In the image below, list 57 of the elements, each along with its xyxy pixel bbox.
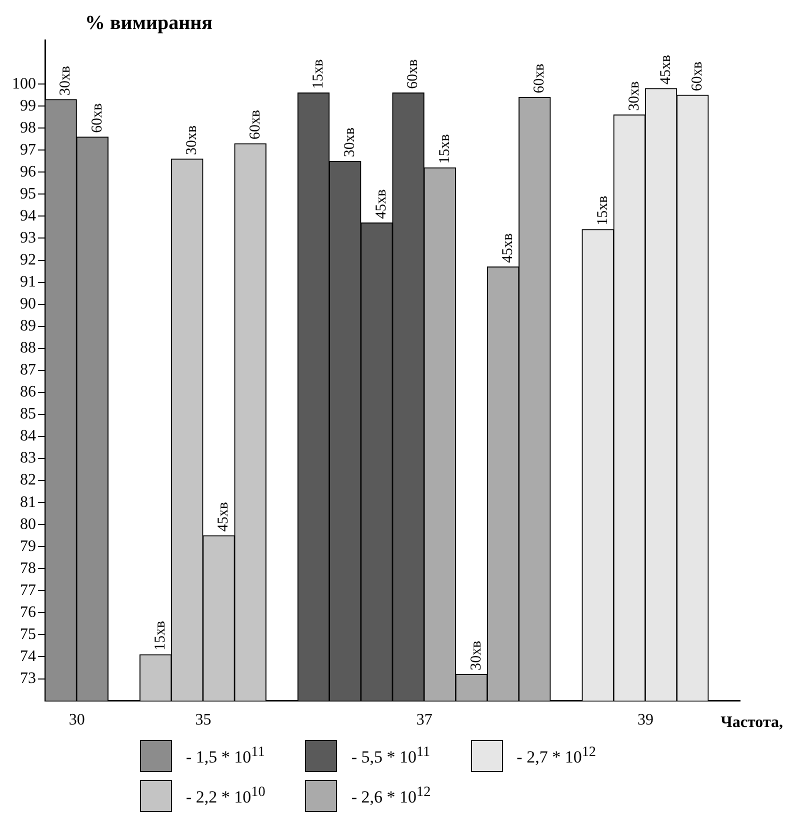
y-tick-label: 94 <box>20 207 36 224</box>
annotation: 30хв <box>342 128 358 158</box>
annotation: 30хв <box>184 125 200 155</box>
y-tick-label: 77 <box>20 582 36 599</box>
y-tick-label: 98 <box>20 119 36 136</box>
y-tick-label: 80 <box>20 516 36 533</box>
y-tick-label: 100 <box>12 75 36 92</box>
y-tick-label: 97 <box>20 141 36 158</box>
annotation: 15хв <box>436 134 453 164</box>
annotation: 15хв <box>152 620 169 651</box>
y-tick-label: 92 <box>20 251 36 268</box>
y-tick-label: 96 <box>20 163 36 180</box>
annotation: 15хв <box>594 196 611 226</box>
y-tick-label: 81 <box>20 494 36 511</box>
annotation: 45хв <box>500 233 516 263</box>
x-tick-label: 30 <box>68 712 85 729</box>
y-tick-label: 73 <box>20 670 36 687</box>
annotation: 30хв <box>58 66 74 96</box>
y-tick-label: 93 <box>20 229 36 246</box>
y-tick-label: 78 <box>20 560 36 577</box>
y-tick-label: 74 <box>20 648 36 665</box>
y-tick-label: 79 <box>20 538 36 555</box>
legend-label: - 5,5 * 10$^{11}$ <box>351 744 430 768</box>
annotation: 60хв <box>405 59 422 89</box>
x-tick-label: 39 <box>637 712 654 729</box>
y-tick-label: 87 <box>20 362 36 379</box>
legend-label: - 1,5 * 10$^{11}$ <box>186 744 265 768</box>
y-tick-label: 88 <box>20 340 36 357</box>
annotation: 45хв <box>216 502 232 532</box>
x-axis-title: Частота, <box>720 714 783 731</box>
legend-label: - 2,2 * 10$^{10}$ <box>186 784 266 808</box>
annotation: 30хв <box>468 640 484 670</box>
x-tick-label: 35 <box>195 712 212 729</box>
legend-label: - 2,7 * 10$^{12}$ <box>516 744 596 768</box>
y-tick-label: 85 <box>20 406 36 423</box>
y-axis-title: % вимирання <box>85 12 213 34</box>
y-tick-label: 86 <box>20 384 36 401</box>
y-tick-label: 84 <box>20 428 36 445</box>
y-tick-label: 91 <box>20 273 36 290</box>
y-tick-label: 75 <box>20 626 36 643</box>
y-tick-label: 76 <box>20 604 36 621</box>
y-tick-label: 89 <box>20 318 36 335</box>
annotation: 15хв <box>310 59 326 89</box>
annotation: 60хв <box>690 61 706 92</box>
x-tick-label: 37 <box>416 712 432 729</box>
annotation: 45хв <box>374 189 390 219</box>
annotation: 60хв <box>247 110 264 140</box>
y-tick-label: 99 <box>20 97 36 114</box>
y-tick-label: 82 <box>20 472 36 489</box>
annotation: 30хв <box>626 81 642 111</box>
y-tick-label: 83 <box>20 450 36 467</box>
legend-label: - 2,6 * 10$^{12}$ <box>351 784 431 808</box>
y-tick-label: 90 <box>20 296 36 313</box>
y-tick-label: 95 <box>20 185 36 202</box>
annotation: 45хв <box>658 54 674 84</box>
annotation: 60хв <box>532 64 548 94</box>
annotation: 60хв <box>89 103 106 133</box>
